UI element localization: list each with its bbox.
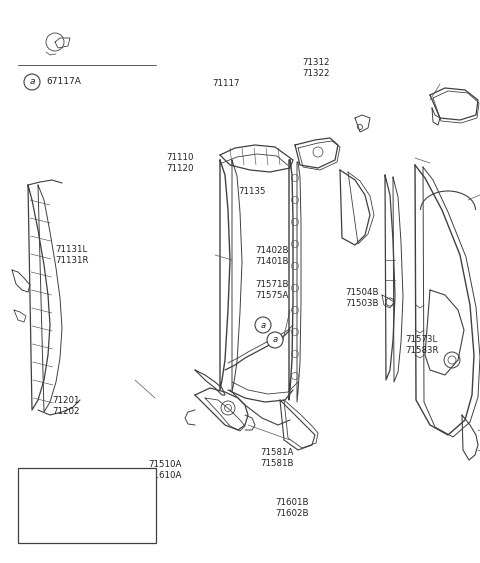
Text: 71601B
71602B: 71601B 71602B: [275, 498, 309, 517]
Text: 71131L
71131R: 71131L 71131R: [55, 245, 88, 265]
Text: 71110
71120: 71110 71120: [166, 154, 193, 172]
Text: a: a: [29, 78, 35, 87]
Text: 71135: 71135: [238, 187, 265, 196]
Text: 71581A
71581B: 71581A 71581B: [260, 449, 293, 467]
Text: 71571B
71575A: 71571B 71575A: [255, 280, 288, 300]
Circle shape: [24, 74, 40, 90]
Text: 71573L
71583R: 71573L 71583R: [405, 336, 439, 355]
Text: a: a: [273, 336, 277, 345]
Circle shape: [255, 317, 271, 333]
Text: 71312
71322: 71312 71322: [302, 59, 329, 78]
Text: 71504B
71503B: 71504B 71503B: [345, 288, 379, 307]
FancyBboxPatch shape: [18, 468, 156, 543]
Text: 67117A: 67117A: [46, 78, 81, 87]
Text: 71201
71202: 71201 71202: [52, 396, 80, 415]
Text: 71117: 71117: [212, 79, 240, 88]
Text: a: a: [261, 320, 265, 329]
Text: 71510A
71610A: 71510A 71610A: [148, 461, 181, 480]
Text: 71402B
71401B: 71402B 71401B: [255, 247, 288, 266]
Circle shape: [267, 332, 283, 348]
